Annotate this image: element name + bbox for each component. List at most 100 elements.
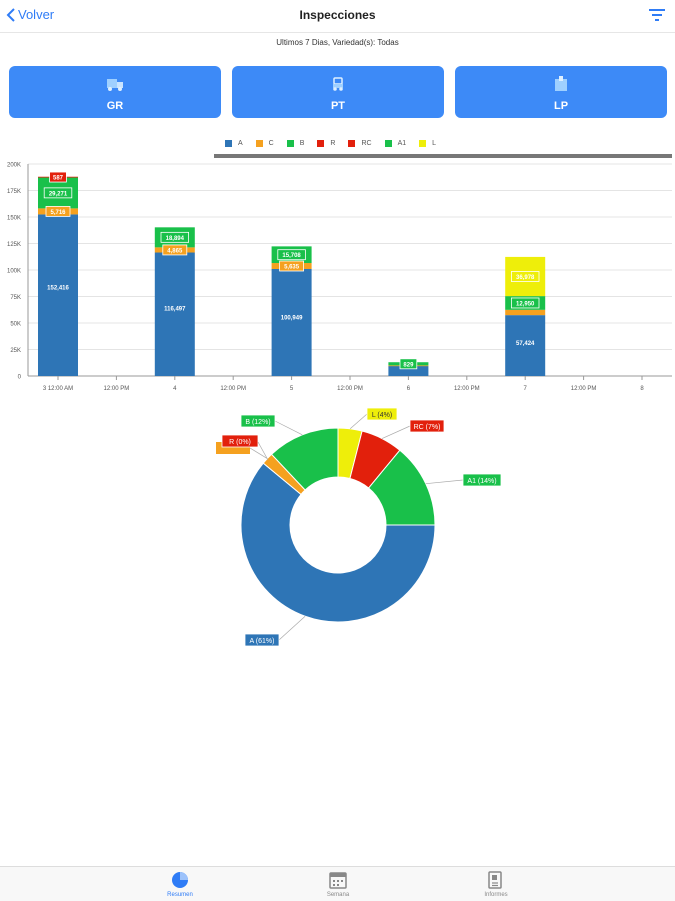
legend-swatch: [317, 139, 325, 147]
slice-label: A1 (14%): [467, 478, 496, 485]
bar-segment-a[interactable]: [388, 365, 429, 376]
x-tick-label: 7: [524, 386, 528, 392]
tab-label: Resumen: [167, 892, 193, 898]
legend-item[interactable]: R: [317, 139, 336, 147]
data-label: 116,497: [164, 307, 186, 313]
chart-legend: A C B R RC A1 L: [225, 137, 449, 149]
y-tick-label: 25K: [10, 348, 21, 354]
page-title: Inspecciones: [299, 8, 376, 22]
bar-segment-a[interactable]: [271, 268, 312, 376]
data-label: 587: [53, 176, 64, 182]
category-label-gr: GR: [106, 100, 124, 112]
slice-label: A (61%): [250, 638, 275, 645]
tab-resumen[interactable]: Resumen: [150, 871, 210, 898]
data-label: 36,978: [516, 275, 535, 281]
legend-item[interactable]: A: [225, 139, 243, 147]
legend-label: R: [330, 139, 336, 147]
legend-item[interactable]: L: [419, 139, 437, 147]
y-tick-label: 175K: [7, 189, 21, 195]
stacked-bar-chart[interactable]: 0 25K 50K 75K 100K 125K 150K 175K 200K 3 12:00 AM…: [0, 158, 675, 398]
x-tick-label: 8: [640, 386, 644, 392]
data-label-box: [510, 271, 540, 282]
forklift-icon: [333, 77, 343, 91]
legend-label: C: [268, 139, 274, 147]
category-button-lp[interactable]: LP: [455, 66, 667, 118]
truck-icon: [107, 79, 123, 91]
donut-slice-a1[interactable]: [367, 449, 436, 526]
category-button-gr[interactable]: GR: [9, 66, 221, 118]
bar-segment-a[interactable]: [505, 315, 546, 376]
slice-label-box: [221, 434, 259, 448]
data-label: 12,950: [516, 301, 535, 307]
legend-item[interactable]: A1: [384, 139, 406, 147]
data-label-box: [279, 260, 305, 272]
legend-label: A: [238, 139, 243, 147]
data-label-box: [49, 171, 67, 183]
legend-item[interactable]: RC: [348, 139, 372, 147]
pie-chart-icon: [172, 872, 188, 888]
slice-label: R (0%): [229, 439, 251, 446]
y-tick-label: 75K: [10, 295, 21, 301]
navigation-bar: Volver Inspecciones: [0, 0, 675, 33]
slice-label: RC (7%): [414, 424, 441, 431]
data-label-box: [162, 244, 188, 256]
donut-slice-a[interactable]: [240, 462, 436, 623]
back-button[interactable]: Volver: [6, 7, 54, 22]
data-label-box: [160, 231, 190, 243]
legend-label: B: [299, 139, 305, 147]
slice-label-box: [240, 414, 276, 428]
leader-line: [381, 425, 411, 439]
data-label: 5,716: [50, 210, 66, 216]
tab-semana[interactable]: Semana: [308, 871, 368, 898]
leader-line: [257, 441, 269, 461]
bar-segment-a[interactable]: [154, 252, 195, 376]
data-label: 100,949: [281, 316, 303, 322]
legend-item[interactable]: B: [286, 139, 305, 147]
legend-label: L: [432, 139, 437, 147]
leader-line: [425, 479, 464, 485]
data-label: 5,635: [284, 265, 300, 271]
chart-scrollbar[interactable]: [214, 154, 672, 158]
x-tick-label: 12:00 PM: [571, 386, 597, 392]
data-label: 29,271: [49, 191, 68, 197]
legend-label: RC: [361, 139, 372, 147]
x-tick-label: 6: [407, 386, 411, 392]
x-tick-label: 12:00 PM: [337, 386, 363, 392]
donut-chart[interactable]: A (61%) B (12%) L (4%) RC (7%) A1 (14%) R (0%…: [0, 402, 675, 652]
slice-label: L (4%): [372, 412, 392, 419]
data-label: 152,416: [47, 286, 69, 292]
bar-segment-a[interactable]: [38, 214, 78, 376]
legend-item[interactable]: C: [255, 139, 274, 147]
tab-informes[interactable]: Informes: [466, 871, 526, 898]
leader-line: [278, 616, 306, 641]
legend-swatch: [419, 139, 427, 147]
x-tick-label: 3 12:00 AM: [43, 386, 73, 392]
leader-line: [349, 413, 368, 430]
data-label: 4,865: [167, 248, 183, 254]
leader-line: [249, 447, 268, 459]
box-icon: [555, 76, 567, 91]
x-tick-label: 5: [290, 386, 294, 392]
x-tick-label: 12:00 PM: [454, 386, 480, 392]
category-label-pt: PT: [330, 100, 346, 112]
y-tick-label: 125K: [7, 242, 21, 248]
tab-label: Semana: [326, 892, 350, 898]
data-label: 15,708: [282, 253, 301, 259]
y-tick-label: 50K: [10, 322, 21, 328]
legend-swatch: [286, 139, 294, 147]
y-tick-label: 100K: [7, 269, 21, 275]
calendar-icon: [329, 872, 347, 889]
tab-label: Informes: [484, 892, 508, 898]
bar-segment-c[interactable]: [505, 309, 546, 316]
legend-swatch: [384, 139, 392, 147]
tab-bar: Resumen Semana Informes: [0, 866, 675, 901]
leader-line: [274, 420, 303, 436]
data-label-box: [399, 358, 418, 370]
legend-swatch: [348, 139, 356, 147]
x-tick-label: 12:00 PM: [104, 386, 130, 392]
data-label-box: [43, 187, 73, 199]
filter-icon[interactable]: [649, 9, 665, 21]
category-button-pt[interactable]: PT: [232, 66, 444, 118]
x-tick-label: 4: [173, 386, 177, 392]
slice-label-box: [462, 473, 502, 487]
